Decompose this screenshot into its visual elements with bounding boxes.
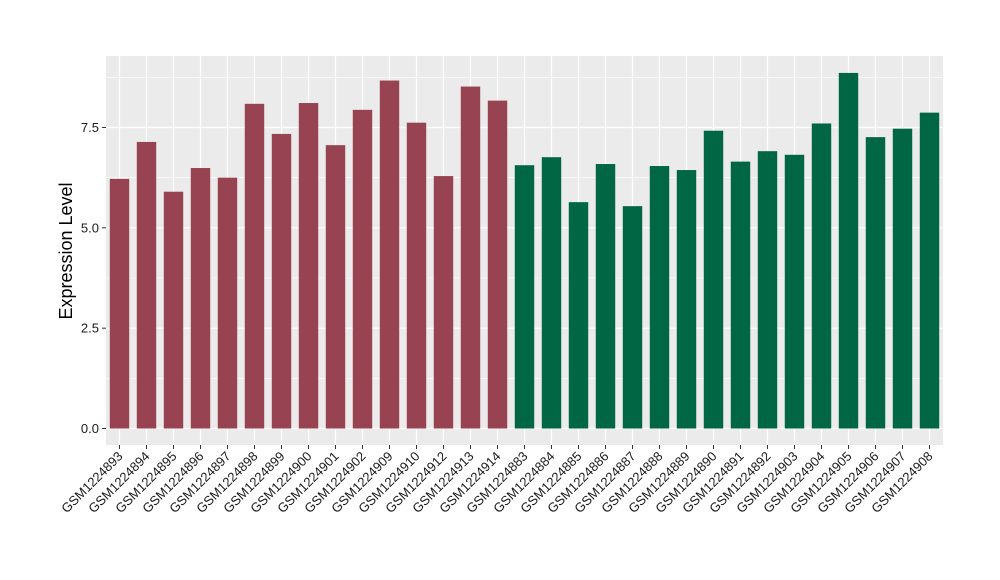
bar-GSM1224905	[838, 72, 859, 429]
bar-GSM1224900	[298, 103, 319, 429]
bar-GSM1224906	[865, 137, 886, 429]
y-axis-title: Expression Level	[56, 182, 76, 319]
bar-GSM1224895	[163, 191, 184, 429]
bar-GSM1224894	[136, 141, 157, 429]
bar-GSM1224897	[217, 177, 238, 429]
bar-GSM1224892	[757, 151, 778, 429]
bar-GSM1224898	[244, 103, 265, 429]
bar-GSM1224891	[730, 161, 751, 429]
bar-GSM1224901	[325, 145, 346, 429]
bar-GSM1224886	[595, 164, 616, 429]
x-axis: GSM1224893GSM1224894GSM1224895GSM1224896…	[58, 445, 936, 516]
bar-GSM1224904	[811, 123, 832, 429]
y-tick-label: 5.0	[81, 220, 99, 235]
bar-GSM1224899	[271, 133, 292, 429]
bar-GSM1224903	[784, 154, 805, 429]
bar-GSM1224907	[892, 128, 913, 429]
bar-GSM1224896	[190, 168, 211, 429]
bar-GSM1224888	[649, 166, 670, 429]
bar-GSM1224883	[514, 165, 535, 429]
bar-GSM1224887	[622, 206, 643, 429]
bars	[109, 72, 940, 429]
y-tick-label: 2.5	[81, 321, 99, 336]
bar-GSM1224913	[460, 86, 481, 429]
bar-GSM1224893	[109, 178, 130, 429]
y-axis: 0.0 2.5 5.0 7.5	[81, 120, 106, 436]
bar-GSM1224885	[568, 202, 589, 429]
bar-GSM1224908	[919, 112, 940, 429]
bar-GSM1224910	[406, 122, 427, 429]
bar-GSM1224890	[703, 130, 724, 429]
bar-GSM1224889	[676, 170, 697, 429]
y-tick-label: 7.5	[81, 120, 99, 135]
y-tick-label: 0.0	[81, 421, 99, 436]
bar-GSM1224914	[487, 100, 508, 429]
bar-GSM1224884	[541, 157, 562, 429]
bar-GSM1224909	[379, 80, 400, 429]
bar-GSM1224902	[352, 109, 373, 429]
bar-GSM1224912	[433, 176, 454, 429]
